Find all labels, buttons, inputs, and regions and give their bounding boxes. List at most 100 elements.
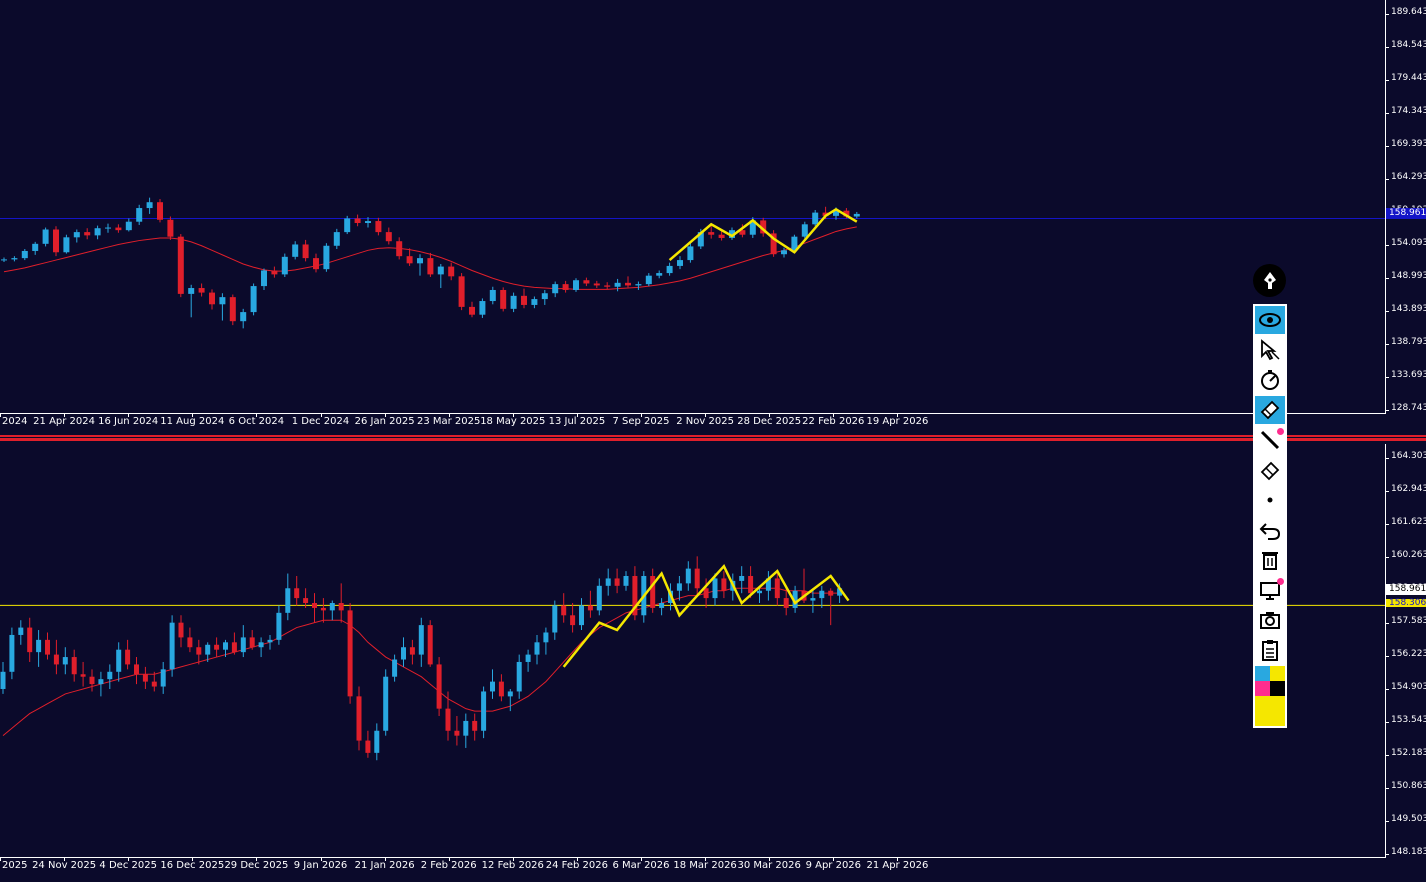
zigzag-drawing[interactable] (562, 563, 850, 668)
price-tick-mark (1385, 278, 1389, 279)
candle (219, 293, 226, 321)
price-axis-line (1385, 444, 1386, 858)
candle (45, 632, 50, 660)
line-icon[interactable] (1255, 426, 1285, 454)
candlestick-chart-top[interactable] (0, 0, 1426, 432)
color-swatch-selected[interactable] (1255, 696, 1285, 726)
visibility-icon[interactable] (1255, 306, 1285, 334)
time-tick-label: 29 Dec 2025 (224, 860, 289, 871)
candle (53, 639, 59, 675)
time-tick-mark (512, 857, 514, 861)
candle (401, 637, 406, 667)
time-tick-label: 7 Sep 2025 (612, 416, 670, 427)
price-tick-mark (1385, 755, 1389, 756)
time-tick-mark (833, 857, 835, 861)
candle (250, 283, 257, 316)
candle (828, 588, 834, 626)
screen-badge-icon (1277, 578, 1284, 585)
current-price-tag: 158.961 (1386, 584, 1426, 595)
time-tick-label: 4 Dec 2025 (99, 860, 157, 871)
chart-panel-top[interactable]: 189.643 184.543 179.443 174.343 169.393 164.2… (0, 0, 1426, 432)
candle (676, 575, 682, 601)
undo-icon[interactable] (1255, 516, 1285, 544)
candle (73, 229, 80, 243)
chart-panel-bottom[interactable]: 164.303 162.943 161.623 160.263 158.961 157.5… (0, 444, 1426, 882)
candle (125, 218, 132, 232)
zigzag-drawing[interactable] (668, 207, 858, 262)
time-tick-label: 13 Jul 2025 (548, 416, 606, 427)
price-tick-label: 164.293 (1391, 172, 1426, 182)
candle (479, 298, 486, 318)
price-tick-label: 153.543 (1391, 715, 1426, 725)
eraser-icon[interactable] (1255, 456, 1285, 484)
color-swatch-yellow[interactable] (1270, 666, 1285, 681)
time-tick-label: 2 Feb 2026 (420, 860, 477, 871)
candle (437, 263, 444, 289)
time-tick-label: 28 Dec 2025 (737, 416, 802, 427)
candle (694, 556, 700, 596)
color-swatch-pink[interactable] (1255, 681, 1270, 696)
price-tick-mark (1385, 377, 1389, 378)
line-price-tag: 158.306 (1386, 599, 1426, 608)
candlestick-chart-bottom[interactable] (0, 444, 1426, 882)
candle (146, 197, 153, 214)
price-tick-label: 133.693 (1391, 370, 1426, 380)
candle (472, 713, 478, 741)
candle (167, 216, 174, 240)
candle (285, 573, 291, 621)
candle (53, 226, 59, 257)
price-tick-mark (1385, 524, 1389, 525)
cursor-icon[interactable] (1255, 336, 1285, 364)
marker-badge-icon (1277, 428, 1284, 435)
candle (552, 281, 559, 298)
candle (374, 723, 380, 761)
time-tick-label: 24 Nov 2025 (32, 860, 97, 871)
price-tick-label: 148.183 (1391, 847, 1426, 857)
color-swatch-black[interactable] (1270, 681, 1285, 696)
candle (573, 278, 579, 292)
candle (406, 248, 413, 266)
time-tick-label: 26 Jan 2025 (354, 416, 415, 427)
candle (739, 566, 745, 594)
candle (312, 593, 317, 623)
time-tick-mark (64, 857, 66, 861)
candle (541, 289, 548, 305)
time-tick-label: 21 Apr 2024 (33, 416, 96, 427)
price-tick-label: 164.303 (1391, 451, 1426, 461)
price-tick-mark (1385, 344, 1389, 345)
time-tick-label: 24 Feb 2026 (545, 860, 609, 871)
price-tick-mark (1385, 146, 1389, 147)
time-tick-mark (384, 857, 386, 861)
time-tick-mark (128, 413, 130, 417)
candle (521, 288, 527, 309)
camera-icon[interactable] (1255, 606, 1285, 634)
candle (534, 634, 540, 665)
time-tick-mark (64, 413, 66, 417)
stopwatch-icon[interactable] (1255, 366, 1285, 394)
color-swatch-blue[interactable] (1255, 666, 1270, 681)
candle (160, 661, 166, 694)
time-tick-mark (641, 857, 642, 861)
candle (739, 224, 746, 238)
screen-icon[interactable] (1255, 576, 1285, 604)
price-tick-label: 156.223 (1391, 649, 1426, 659)
time-tick-mark (256, 857, 258, 861)
candle (94, 225, 101, 240)
candle (178, 615, 184, 648)
panel-separator[interactable] (0, 435, 1426, 437)
clipboard-icon[interactable] (1255, 636, 1285, 664)
marker-icon[interactable] (1255, 396, 1285, 424)
time-tick-label: 6 Oct 2024 (228, 416, 285, 427)
time-tick-mark (897, 413, 899, 417)
candle (463, 713, 469, 748)
candle (98, 671, 104, 697)
candle (712, 573, 718, 606)
dot-icon[interactable] (1255, 486, 1285, 514)
time-axis-line (0, 857, 1386, 858)
candle (292, 241, 299, 260)
price-tick-mark (1385, 821, 1389, 822)
pen-logo-icon[interactable] (1253, 264, 1286, 297)
trash-icon[interactable] (1255, 546, 1285, 574)
candle (579, 598, 584, 631)
time-tick-mark (576, 857, 578, 861)
